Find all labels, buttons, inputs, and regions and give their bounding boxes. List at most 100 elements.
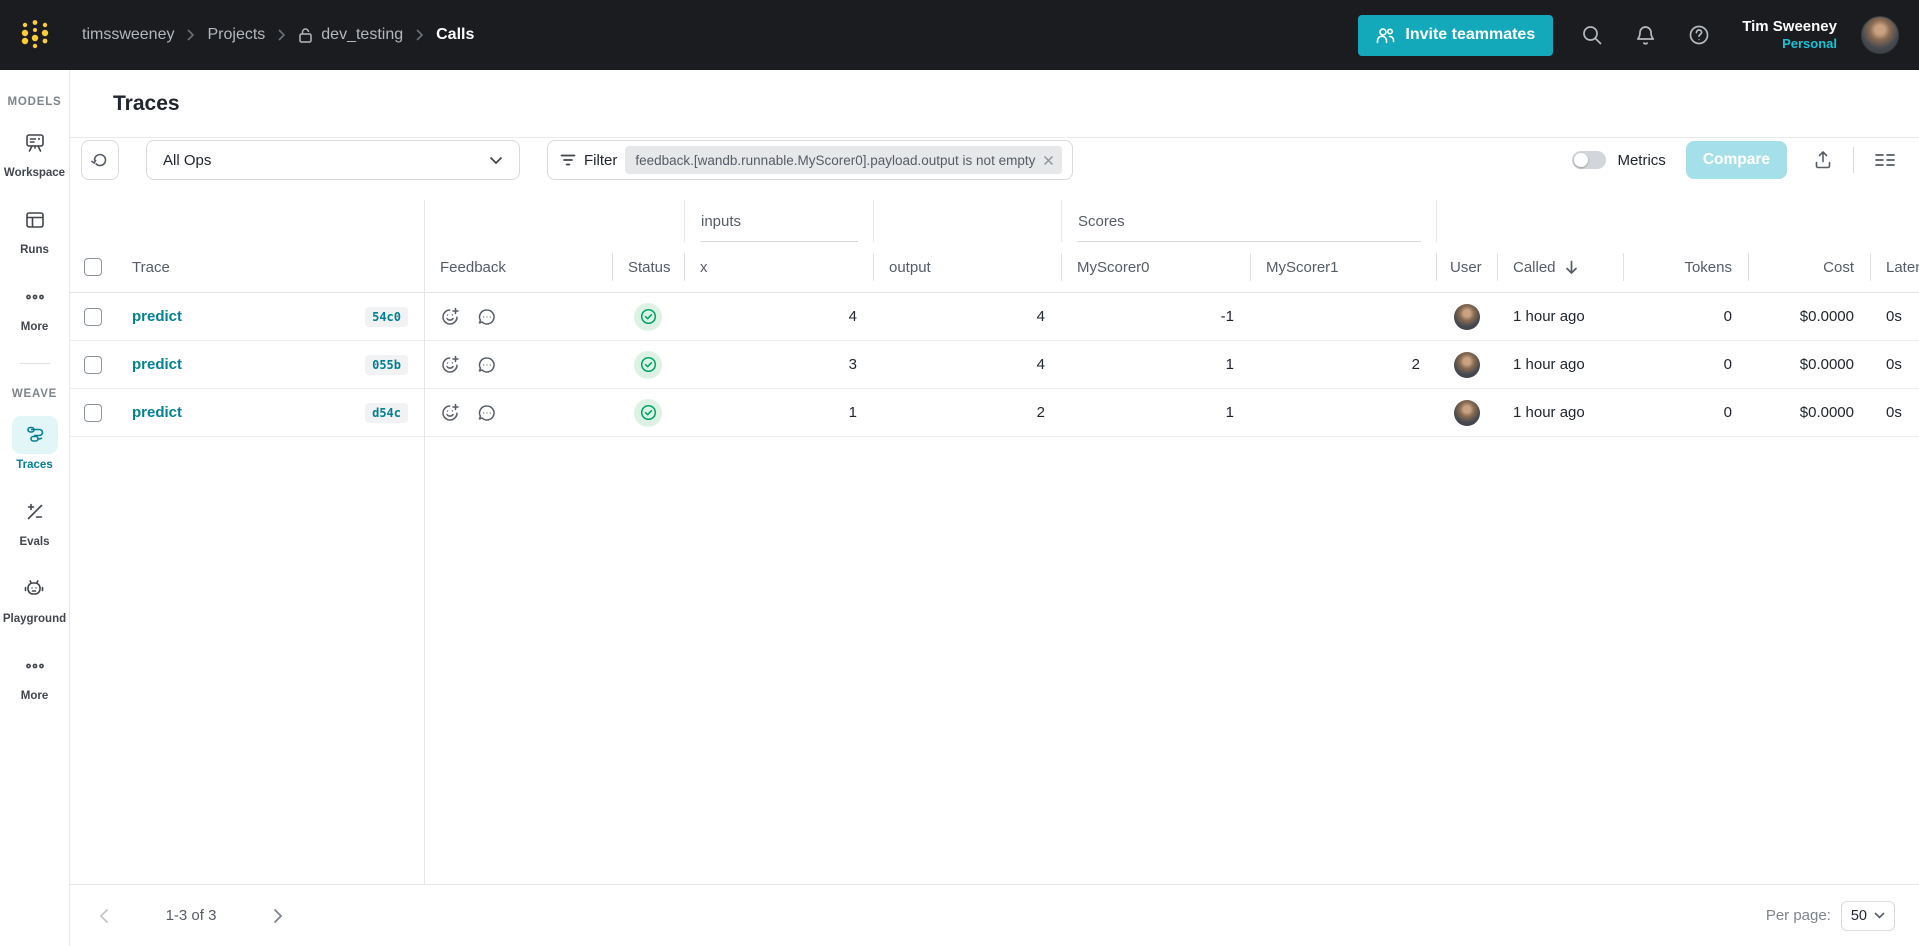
top-navbar: timssweeney Projects dev_testing Calls xyxy=(0,0,1919,70)
invite-teammates-button[interactable]: Invite teammates xyxy=(1358,14,1554,56)
table-footer: 1-3 of 3 Per page: 50 xyxy=(70,884,1919,946)
export-icon[interactable] xyxy=(1809,146,1837,174)
trace-id-badge: 54c0 xyxy=(365,306,408,327)
sidebar-item-more-weave[interactable]: More xyxy=(12,647,58,702)
sidebar-item-playground[interactable]: Playground xyxy=(3,570,66,625)
sidebar-item-label: More xyxy=(20,321,49,333)
breadcrumb: timssweeney Projects dev_testing Calls xyxy=(82,26,474,44)
column-header-output[interactable]: output xyxy=(873,242,1061,292)
user-menu[interactable]: Tim Sweeney Personal xyxy=(1742,18,1837,53)
pagination: 1-3 of 3 xyxy=(90,907,292,924)
sidebar-item-more-models[interactable]: More xyxy=(12,278,58,333)
chevron-right-icon xyxy=(415,28,424,42)
trace-link[interactable]: predict xyxy=(132,308,183,325)
user-avatar xyxy=(1453,399,1480,426)
wandb-logo-icon[interactable] xyxy=(18,18,52,52)
column-header-trace[interactable]: Trace xyxy=(132,258,170,276)
filter-funnel-icon xyxy=(560,153,576,167)
sidebar-item-workspace[interactable]: Workspace xyxy=(4,124,65,179)
refresh-button[interactable] xyxy=(81,140,119,180)
trace-id-badge: d54c xyxy=(365,402,408,423)
chevron-right-icon xyxy=(277,28,286,42)
column-header-myscorer1[interactable]: MyScorer1 xyxy=(1250,242,1436,292)
sidebar-item-label: Workspace xyxy=(3,167,66,179)
cell-input-x: 1 xyxy=(848,404,857,421)
breadcrumb-project[interactable]: dev_testing xyxy=(321,26,404,43)
sidebar-item-evals[interactable]: Evals xyxy=(12,493,58,548)
sidebar-item-traces[interactable]: Traces xyxy=(11,416,58,471)
sidebar-item-label: Evals xyxy=(19,536,50,548)
add-reaction-icon[interactable] xyxy=(440,403,460,423)
column-header-myscorer0[interactable]: MyScorer0 xyxy=(1061,242,1250,292)
breadcrumb-team[interactable]: timssweeney xyxy=(82,26,175,43)
sort-desc-arrow-icon xyxy=(1565,260,1578,275)
more-dots-icon xyxy=(23,654,47,678)
invite-teammates-label: Invite teammates xyxy=(1405,26,1536,43)
add-reaction-icon[interactable] xyxy=(440,355,460,375)
table-row[interactable]: predict 055b xyxy=(70,341,1919,389)
table-row[interactable]: predict d54c xyxy=(70,389,1919,437)
trace-link[interactable]: predict xyxy=(132,356,183,373)
page-title: Traces xyxy=(113,91,180,115)
notifications-bell-icon[interactable] xyxy=(1631,20,1660,50)
column-header-feedback[interactable]: Feedback xyxy=(424,242,612,292)
column-header-tokens[interactable]: Tokens xyxy=(1623,242,1748,292)
filter-chip[interactable]: feedback.[wandb.runnable.MyScorer0].payl… xyxy=(625,146,1063,174)
column-group-scores: Scores xyxy=(1061,200,1437,242)
column-header-x[interactable]: x xyxy=(684,242,873,292)
filter-bar[interactable]: Filter feedback.[wandb.runnable.MyScorer… xyxy=(547,140,1074,180)
metrics-toggle[interactable] xyxy=(1572,151,1607,169)
column-header-status[interactable]: Status xyxy=(612,242,684,292)
column-header-cost[interactable]: Cost xyxy=(1748,242,1870,292)
previous-page-icon[interactable] xyxy=(90,908,118,924)
trace-link[interactable]: predict xyxy=(132,404,183,421)
cell-called: 1 hour ago xyxy=(1513,308,1585,325)
select-all-checkbox[interactable] xyxy=(84,258,102,276)
cell-called: 1 hour ago xyxy=(1513,356,1585,373)
sidebar-item-runs[interactable]: Runs xyxy=(12,201,58,256)
column-header-called[interactable]: Called xyxy=(1497,242,1623,292)
workspace-icon xyxy=(23,131,47,155)
per-page-select[interactable]: 50 xyxy=(1840,900,1895,931)
breadcrumb-projects[interactable]: Projects xyxy=(207,26,266,43)
comment-icon[interactable] xyxy=(477,307,497,327)
cell-output: 4 xyxy=(1036,308,1045,325)
add-reaction-icon[interactable] xyxy=(440,307,460,327)
sidebar-section-weave: WEAVE xyxy=(11,388,58,400)
column-header-user[interactable]: User xyxy=(1436,242,1497,292)
cell-myscorer0: 1 xyxy=(1225,404,1234,421)
pagination-range: 1-3 of 3 xyxy=(165,907,217,924)
comment-icon[interactable] xyxy=(477,403,497,423)
comment-icon[interactable] xyxy=(477,355,497,375)
row-checkbox[interactable] xyxy=(84,355,102,374)
column-settings-icon[interactable] xyxy=(1870,148,1900,172)
cell-latency: 0s xyxy=(1886,404,1902,421)
cell-latency: 0s xyxy=(1886,308,1902,325)
cell-output: 4 xyxy=(1036,356,1045,373)
search-icon[interactable] xyxy=(1577,20,1607,50)
runs-table-icon xyxy=(23,208,47,232)
help-icon[interactable] xyxy=(1684,20,1714,50)
user-avatar xyxy=(1453,303,1480,330)
table-row[interactable]: predict 54c0 xyxy=(70,293,1919,341)
avatar[interactable] xyxy=(1861,16,1899,54)
ops-selector[interactable]: All Ops xyxy=(146,140,520,180)
row-checkbox[interactable] xyxy=(84,403,102,422)
cell-myscorer1: 2 xyxy=(1411,356,1420,373)
status-success-icon xyxy=(634,398,662,427)
lock-icon xyxy=(298,27,313,44)
compare-button[interactable]: Compare xyxy=(1685,141,1787,179)
cell-myscorer1 xyxy=(1250,293,1436,340)
close-icon[interactable] xyxy=(1043,155,1054,166)
cell-cost: $0.0000 xyxy=(1799,356,1854,373)
traces-icon xyxy=(23,423,47,447)
cell-output: 2 xyxy=(1036,404,1045,421)
sidebar-section-models: MODELS xyxy=(7,96,62,108)
column-header-latency[interactable]: Latency xyxy=(1870,242,1919,292)
cell-input-x: 4 xyxy=(848,308,857,325)
row-checkbox[interactable] xyxy=(84,307,102,326)
sidebar-divider xyxy=(19,363,50,364)
status-success-icon xyxy=(634,350,662,379)
cell-myscorer0: -1 xyxy=(1220,308,1234,325)
next-page-icon[interactable] xyxy=(264,908,292,924)
